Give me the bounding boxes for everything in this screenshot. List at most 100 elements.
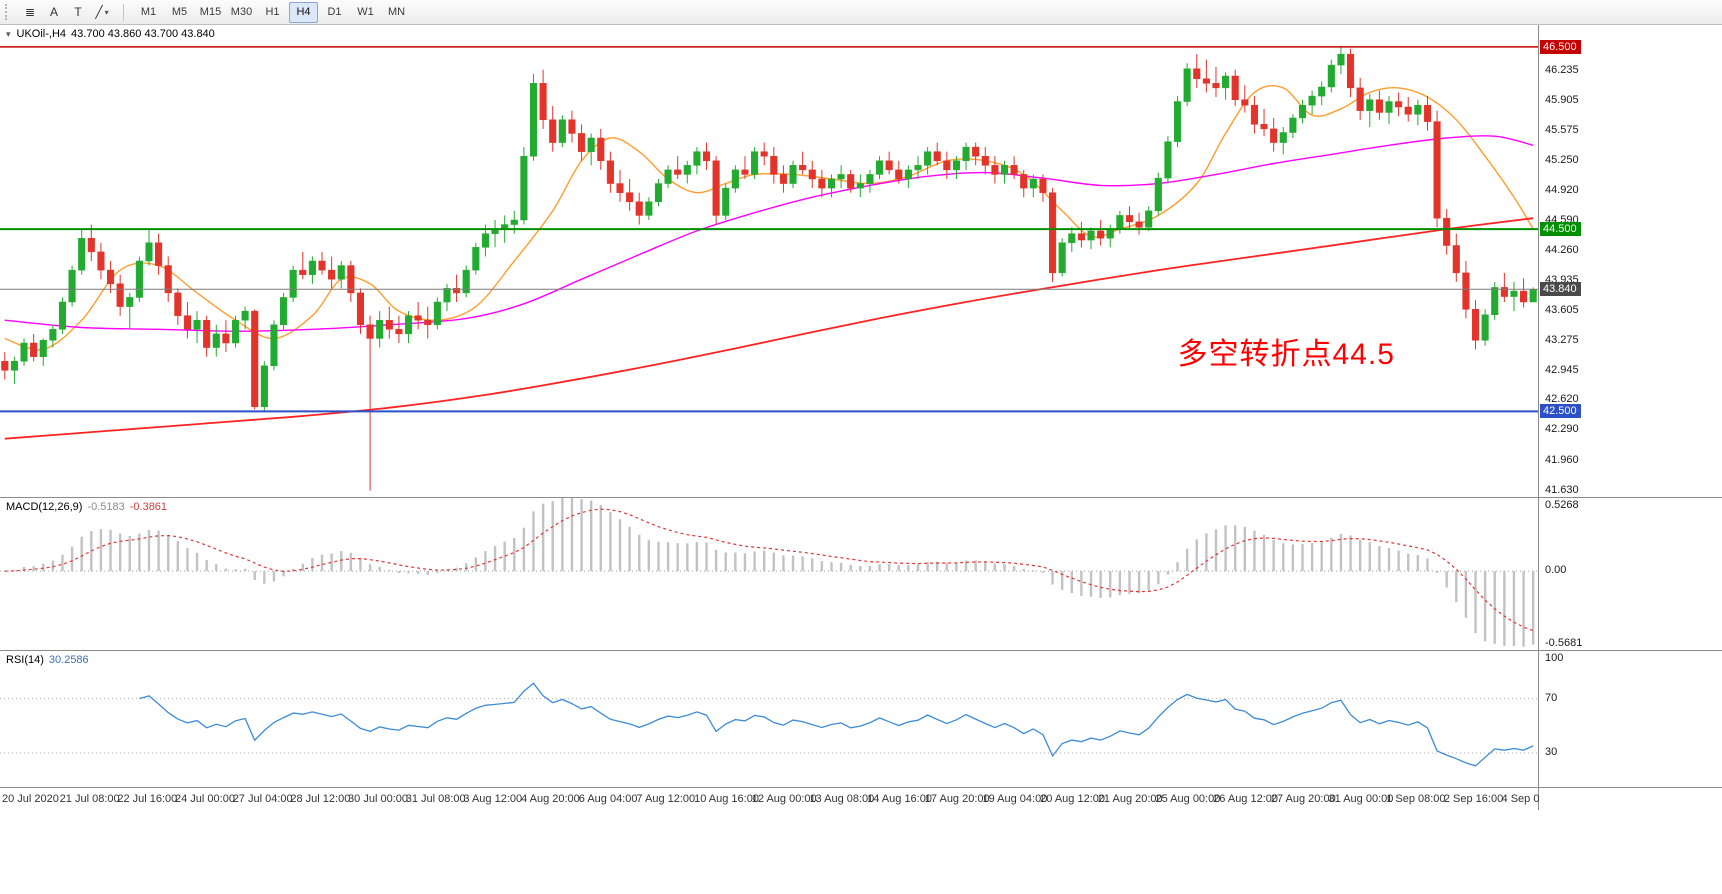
toolbar-separator xyxy=(123,3,124,21)
pane-separator xyxy=(1539,650,1722,651)
macd-axis-label: 0.00 xyxy=(1545,564,1567,577)
time-label: 12 Aug 00:00 xyxy=(751,793,817,805)
rsi-value: 30.2586 xyxy=(48,654,89,666)
price-axis-label: 41.630 xyxy=(1545,483,1579,496)
rsi-axis-label: 70 xyxy=(1545,691,1558,704)
macd-histogram xyxy=(13,498,1535,647)
rsi-axis-label: 30 xyxy=(1545,746,1558,758)
time-label: 19 Aug 04:00 xyxy=(982,793,1048,805)
rsi-line xyxy=(139,682,1534,767)
chart-title: ▾ UKOil-,H4 43.700 43.860 43.700 43.840 xyxy=(6,28,215,40)
price-axis-label: 43.605 xyxy=(1545,303,1579,316)
macd-signal-value: -0.3861 xyxy=(129,501,168,513)
pane-separator xyxy=(1539,497,1722,498)
time-label: 13 Aug 08:00 xyxy=(809,793,875,805)
toolbar: ≣ A T ╱ ▾ M1 M5 M15 M30 H1 H4 D1 W1 MN xyxy=(0,0,1722,25)
price-axis-label: 43.275 xyxy=(1545,333,1579,346)
macd-signal-line xyxy=(4,508,1534,632)
time-label: 30 Jul 00:00 xyxy=(348,793,408,805)
time-label: 31 Aug 00:00 xyxy=(1328,793,1394,805)
price-axis-label: 45.250 xyxy=(1545,153,1579,166)
time-label: 24 Jul 00:00 xyxy=(175,793,235,805)
current-price-badge: 43.840 xyxy=(1540,282,1581,297)
time-label: 31 Jul 08:00 xyxy=(405,793,466,805)
timeframe-button-h1[interactable]: H1 xyxy=(265,6,280,18)
ohlc-values: 43.700 43.860 43.700 43.840 xyxy=(71,28,215,40)
symbol-period-label: UKOil-,H4 xyxy=(16,28,67,40)
price-axis-label: 42.620 xyxy=(1545,393,1579,406)
price-badge-42.500: 42.500 xyxy=(1540,404,1581,419)
rsi-label: RSI(14) xyxy=(6,654,44,666)
time-label: 20 Aug 12:00 xyxy=(1040,793,1105,805)
ma-fast-orange xyxy=(4,84,1534,351)
rsi-axis-label: 100 xyxy=(1545,652,1564,664)
main-chart-canvas[interactable] xyxy=(0,25,1538,497)
price-axis[interactable]: 46.235 45.905 45.575 45.250 44.920 44.590 44.2… xyxy=(1539,25,1722,810)
price-badge-46.500: 46.500 xyxy=(1540,39,1581,54)
time-label: 27 Aug 20:00 xyxy=(1270,793,1336,805)
macd-title: MACD(12,26,9) -0.5183 -0.3861 xyxy=(6,501,167,513)
rsi-title: RSI(14) 30.2586 xyxy=(6,654,89,666)
time-label: 6 Aug 04:00 xyxy=(578,793,638,805)
price-axis-label: 42.290 xyxy=(1545,423,1579,436)
bottom-filler xyxy=(0,810,1722,893)
timeframe-button-mn[interactable]: MN xyxy=(387,6,406,18)
time-axis[interactable]: 20 Jul 2020 21 Jul 08:00 22 Jul 16:00 24 Ju… xyxy=(0,788,1561,810)
time-label: 4 Aug 20:00 xyxy=(521,793,580,805)
time-label: 21 Jul 08:00 xyxy=(59,793,120,805)
macd-canvas[interactable] xyxy=(0,498,1538,650)
candles xyxy=(1,46,1537,491)
price-axis-label: 44.920 xyxy=(1545,183,1579,196)
ma-slow-red xyxy=(4,217,1534,440)
trendline-tool-button[interactable]: ╱ ▾ xyxy=(95,5,109,19)
toolbar-grip[interactable] xyxy=(5,4,11,20)
text-label-tool-button[interactable]: T xyxy=(74,5,82,19)
timeframe-button-w1[interactable]: W1 xyxy=(357,6,374,18)
macd-label: MACD(12,26,9) xyxy=(6,501,83,513)
time-label: 21 Aug 20:00 xyxy=(1097,793,1163,805)
price-axis-label: 44.260 xyxy=(1545,243,1579,256)
text-tool-button[interactable]: A xyxy=(49,5,58,19)
timeframe-button-d1[interactable]: D1 xyxy=(327,6,342,18)
time-label: 10 Aug 16:00 xyxy=(694,793,759,805)
line-studies-group: ≣ A T ╱ ▾ xyxy=(18,2,114,23)
price-axis-label: 41.960 xyxy=(1545,453,1579,466)
rsi-pane[interactable]: RSI(14) 30.2586 xyxy=(0,651,1538,788)
annotation-text[interactable]: 多空转折点44.5 xyxy=(1177,337,1395,371)
macd-axis-label: -0.5681 xyxy=(1545,637,1583,649)
time-label: 26 Aug 12:00 xyxy=(1213,793,1279,805)
macd-axis-label: 0.5268 xyxy=(1545,499,1579,511)
time-label: 22 Jul 16:00 xyxy=(117,793,178,805)
macd-pane[interactable]: MACD(12,26,9) -0.5183 -0.3861 xyxy=(0,498,1538,651)
time-label: 28 Jul 12:00 xyxy=(290,793,351,805)
dropdown-caret-icon[interactable]: ▾ xyxy=(104,7,109,17)
ma-mid-magenta xyxy=(4,135,1534,332)
timeframe-button-m1[interactable]: M1 xyxy=(140,6,157,18)
chart-area: ▾ UKOil-,H4 43.700 43.860 43.700 43.840 … xyxy=(0,25,1722,810)
price-axis-label: 45.905 xyxy=(1545,94,1579,107)
timeframe-button-m5[interactable]: M5 xyxy=(171,6,188,18)
collapse-chart-icon[interactable]: ▾ xyxy=(6,29,11,39)
time-label: 7 Aug 12:00 xyxy=(636,793,696,805)
time-label: 25 Aug 00:00 xyxy=(1155,793,1221,805)
timeframe-button-m15[interactable]: M15 xyxy=(199,6,222,18)
macd-main-value: -0.5183 xyxy=(87,501,125,513)
line-studies-tool-button[interactable]: ≣ xyxy=(24,5,36,19)
price-badge-44.500: 44.500 xyxy=(1540,222,1581,237)
timeframe-button-m30[interactable]: M30 xyxy=(230,6,253,18)
time-label: 27 Jul 04:00 xyxy=(232,793,293,805)
price-axis-label: 46.235 xyxy=(1545,64,1579,76)
time-label: 3 Aug 12:00 xyxy=(463,793,523,805)
pane-separator xyxy=(1539,787,1722,788)
price-axis-label: 42.945 xyxy=(1545,363,1579,376)
time-label: 1 Sep 08:00 xyxy=(1386,793,1446,805)
rsi-canvas[interactable] xyxy=(0,651,1538,787)
time-label: 14 Aug 16:00 xyxy=(867,793,932,805)
timeframe-button-h4[interactable]: H4 xyxy=(289,1,318,23)
time-label: 20 Jul 2020 xyxy=(2,793,59,805)
main-chart-pane[interactable]: ▾ UKOil-,H4 43.700 43.860 43.700 43.840 … xyxy=(0,25,1538,498)
timeframes-group: M1 M5 M15 M30 H1 H4 D1 W1 MN xyxy=(133,1,412,23)
price-axis-label: 45.575 xyxy=(1545,124,1579,137)
plot-column: ▾ UKOil-,H4 43.700 43.860 43.700 43.840 … xyxy=(0,25,1561,810)
